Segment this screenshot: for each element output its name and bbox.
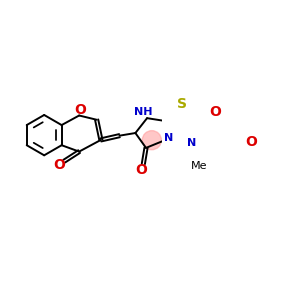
Text: N: N (187, 138, 196, 148)
Text: NH: NH (134, 107, 152, 117)
Text: O: O (53, 158, 65, 172)
Text: S: S (177, 97, 187, 111)
Text: O: O (246, 135, 257, 149)
Text: O: O (74, 103, 86, 117)
Text: O: O (209, 105, 221, 119)
Text: N: N (164, 133, 173, 143)
Text: O: O (135, 163, 147, 177)
Circle shape (142, 130, 161, 150)
Text: Me: Me (191, 161, 207, 171)
